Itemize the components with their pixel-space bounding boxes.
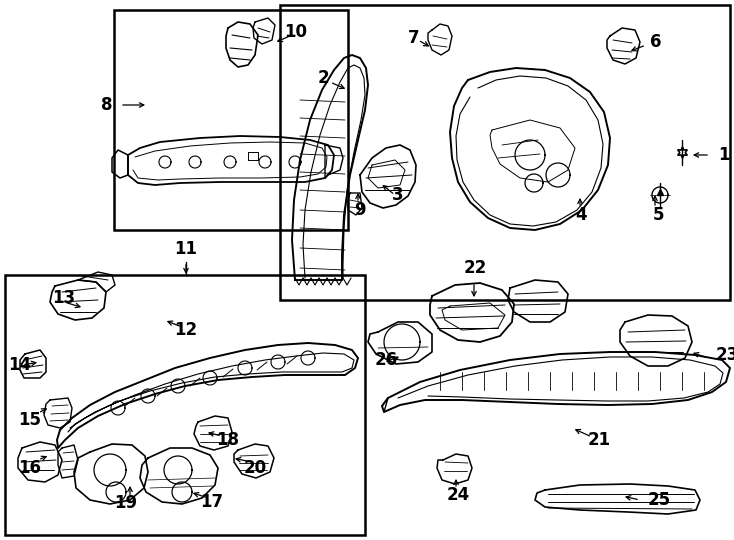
Bar [5, 275, 365, 535]
Text: 25: 25 [648, 491, 671, 509]
Text: 7: 7 [408, 29, 420, 47]
Text: 12: 12 [174, 321, 197, 339]
Text: 13: 13 [52, 289, 75, 307]
Bar [114, 10, 348, 230]
Text: 19: 19 [115, 494, 137, 512]
Text: 21: 21 [588, 431, 611, 449]
Text: 15: 15 [18, 411, 42, 429]
Text: 20: 20 [244, 459, 267, 477]
Text: 1: 1 [718, 146, 730, 164]
Bar [280, 5, 730, 300]
Text: 10: 10 [284, 23, 307, 41]
Text: 17: 17 [200, 493, 223, 511]
Text: 5: 5 [653, 206, 664, 224]
Text: 6: 6 [650, 33, 661, 51]
Text: 11: 11 [175, 240, 197, 258]
Text: 24: 24 [446, 486, 470, 504]
Text: 22: 22 [463, 259, 487, 277]
Text: 4: 4 [575, 206, 586, 224]
Text: 18: 18 [216, 431, 239, 449]
Text: 3: 3 [392, 186, 404, 204]
Text: 2: 2 [318, 69, 330, 87]
Text: 23: 23 [716, 346, 734, 364]
Text: 16: 16 [18, 459, 42, 477]
Text: 26: 26 [375, 351, 398, 369]
Text: 14: 14 [8, 356, 31, 374]
Text: 8: 8 [101, 96, 112, 114]
Text: 9: 9 [355, 201, 366, 219]
